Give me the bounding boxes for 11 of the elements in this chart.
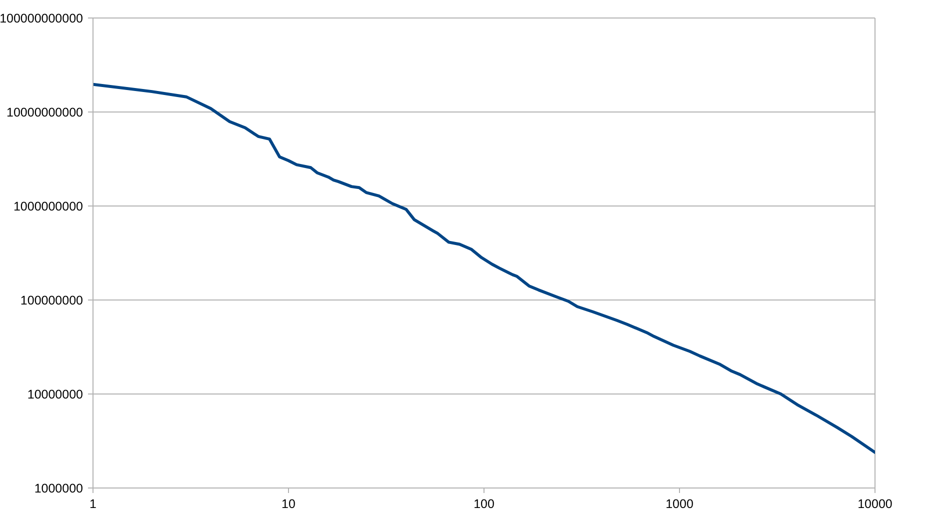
y-tick-label: 100000000000 <box>0 11 84 26</box>
y-tick-label: 10000000 <box>27 387 84 402</box>
x-tick-label: 10000 <box>858 496 892 511</box>
x-tick-label: 1 <box>90 496 97 511</box>
y-tick-label: 100000000 <box>20 293 84 308</box>
y-tick-label: 1000000 <box>34 481 84 496</box>
y-tick-label: 1000000000 <box>13 199 84 214</box>
y-tick-label: 10000000000 <box>6 105 84 120</box>
x-tick-label: 100 <box>474 496 494 511</box>
x-tick-label: 1000 <box>666 496 694 511</box>
x-tick-label: 10 <box>282 496 296 511</box>
